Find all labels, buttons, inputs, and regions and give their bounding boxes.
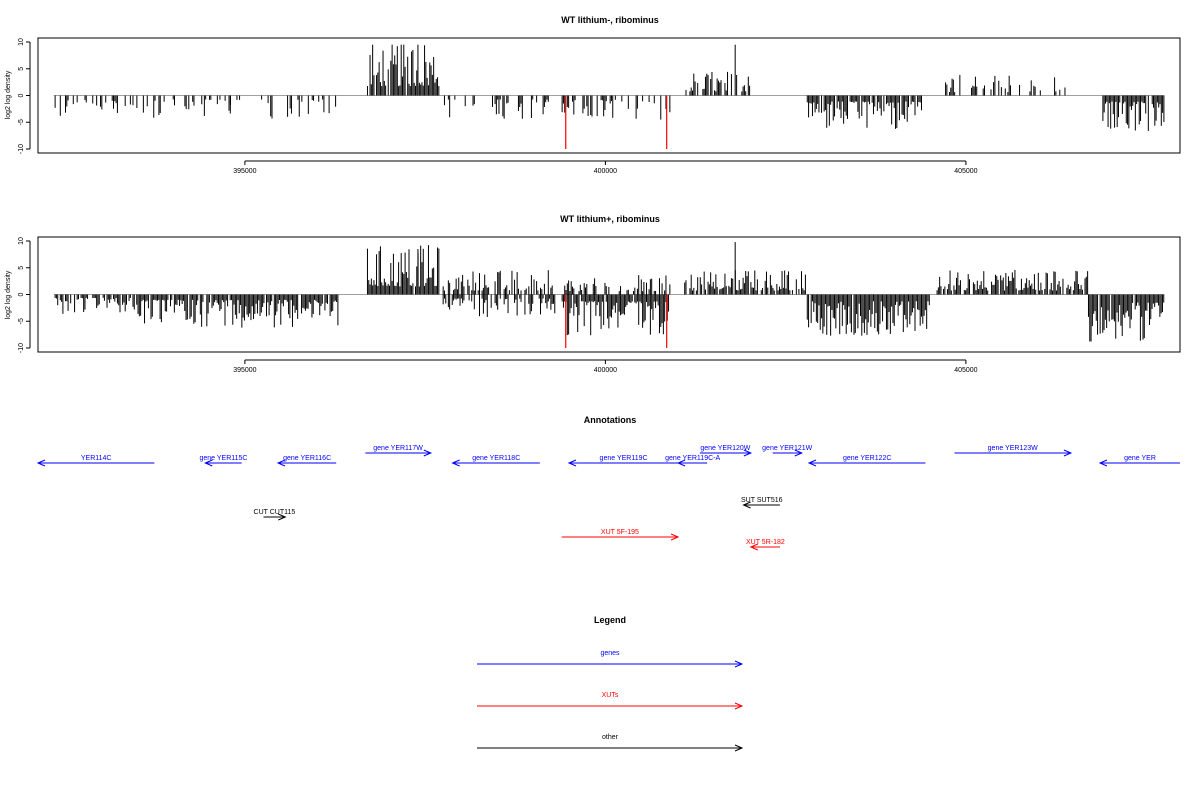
y-tick-label: 5 (18, 266, 25, 270)
density-panel-lithium-minus: WT lithium-, ribominus -10 -5 0 5 10 395000 4… (5, 15, 1181, 175)
annotation-track: Annotations YER114C gene YER115C gene YER1… (36, 415, 1180, 551)
feature-arrow-arrowhead (567, 459, 577, 467)
legend-arrow-arrowhead (734, 660, 744, 668)
feature-label: gene YER116C (283, 455, 331, 462)
feature-other: SUT SUT516 (741, 497, 783, 509)
feature-gene: gene YER118C (451, 455, 540, 467)
feature-label: gene YER117W (373, 445, 423, 452)
legend-arrow-arrowhead (734, 702, 744, 710)
x-tick-label: 395000 (233, 168, 256, 175)
feature-label: YER114C (81, 455, 112, 462)
y-tick-label: 0 (18, 292, 25, 296)
y-tick-label: 0 (18, 93, 25, 97)
feature-gene: YER114C (36, 455, 155, 467)
feature-gene: gene YER (1098, 455, 1180, 467)
feature-label: XUT 5R-182 (746, 539, 785, 546)
feature-label: gene YER119C-A (665, 455, 720, 462)
feature-label: gene YER120W (700, 445, 750, 452)
y-axis-label: log2 log density (5, 270, 12, 319)
panel-title: WT lithium+, ribominus (560, 214, 660, 224)
x-tick-label: 400000 (594, 367, 617, 374)
density-bars (53, 44, 1165, 149)
feature-arrow-arrowhead (276, 459, 286, 467)
feature-label: gene YER115C (199, 455, 247, 462)
x-tick-label: 395000 (233, 367, 256, 374)
feature-arrow-arrowhead (1063, 449, 1073, 457)
feature-arrow-arrowhead (749, 543, 759, 551)
legend-entry: genes (477, 650, 744, 668)
plot-frame (37, 37, 1181, 154)
x-tick-label: 405000 (954, 367, 977, 374)
density-panel-lithium-plus: WT lithium+, ribominus -10 -5 0 5 10 395000 4… (5, 214, 1181, 374)
legend-label: XUTs (602, 692, 619, 699)
legend-entry: other (477, 734, 744, 752)
legend-entries: genes XUTs other (477, 650, 744, 752)
y-tick-label: 5 (18, 67, 25, 71)
feature-gene: gene YER116C (276, 455, 337, 467)
y-tick-label: -10 (18, 144, 25, 154)
plot-frame (37, 236, 1181, 353)
feature-gene: gene YER117W (365, 445, 433, 457)
legend-title: Legend (594, 615, 626, 625)
feature-arrow-arrowhead (742, 501, 751, 509)
y-tick-label: -5 (18, 318, 25, 324)
y-tick-label: -5 (18, 119, 25, 125)
y-tick-label: 10 (18, 38, 25, 46)
feature-label: gene YER (1124, 455, 1156, 462)
feature-arrow-arrowhead (743, 449, 753, 457)
feature-gene: gene YER121W (762, 445, 813, 457)
feature-gene: gene YER120W (699, 445, 753, 457)
feature-arrow-arrowhead (676, 459, 686, 467)
feature-arrow-arrowhead (278, 513, 287, 521)
feature-arrow-arrowhead (794, 449, 804, 457)
feature-gene: gene YER119C (567, 455, 679, 467)
feature-gene: gene YER123W (954, 445, 1073, 457)
panel-title: WT lithium-, ribominus (561, 15, 659, 25)
density-bars (53, 242, 1165, 348)
feature-arrow-arrowhead (36, 459, 46, 467)
x-axis: 395000 400000 405000 (233, 160, 978, 175)
feature-label: gene YER119C (600, 455, 648, 462)
feature-arrow-arrowhead (670, 533, 680, 541)
legend-entry: XUTs (477, 692, 744, 710)
x-tick-label: 405000 (954, 168, 977, 175)
feature-gene: gene YER119C-A (665, 455, 720, 467)
y-axis-label: log2 log density (5, 70, 12, 119)
feature-other: CUT CUT115 (254, 509, 296, 521)
feature-arrow-arrowhead (1098, 459, 1108, 467)
feature-gene: gene YER122C (807, 455, 926, 467)
y-axis: -10 -5 0 5 10 (18, 38, 31, 154)
feature-label: gene YER118C (472, 455, 520, 462)
feature-label: gene YER123W (988, 445, 1038, 452)
y-axis: -10 -5 0 5 10 (18, 237, 31, 353)
feature-arrow-arrowhead (423, 449, 433, 457)
y-tick-label: -10 (18, 343, 25, 353)
x-tick-label: 400000 (594, 168, 617, 175)
feature-label: CUT CUT115 (254, 509, 296, 516)
feature-label: gene YER122C (843, 455, 892, 462)
feature-gene: gene YER115C (199, 455, 247, 467)
annotations-title: Annotations (584, 415, 637, 425)
feature-xut: XUT 5F-195 (561, 529, 680, 541)
feature-label: SUT SUT516 (741, 497, 783, 504)
legend-arrow-arrowhead (734, 744, 744, 752)
feature-xut: XUT 5R-182 (746, 539, 785, 551)
feature-label: gene YER121W (762, 445, 812, 452)
x-axis: 395000 400000 405000 (233, 359, 978, 374)
feature-arrow-arrowhead (807, 459, 817, 467)
feature-arrow-arrowhead (451, 459, 460, 467)
feature-arrow-arrowhead (204, 459, 213, 467)
y-tick-label: 10 (18, 237, 25, 245)
legend-label: genes (600, 650, 620, 657)
legend: Legend genes XUTs other (477, 615, 744, 752)
annotation-features: YER114C gene YER115C gene YER116C gene YER1… (36, 445, 1180, 551)
legend-label: other (602, 734, 619, 741)
feature-label: XUT 5F-195 (601, 529, 639, 536)
